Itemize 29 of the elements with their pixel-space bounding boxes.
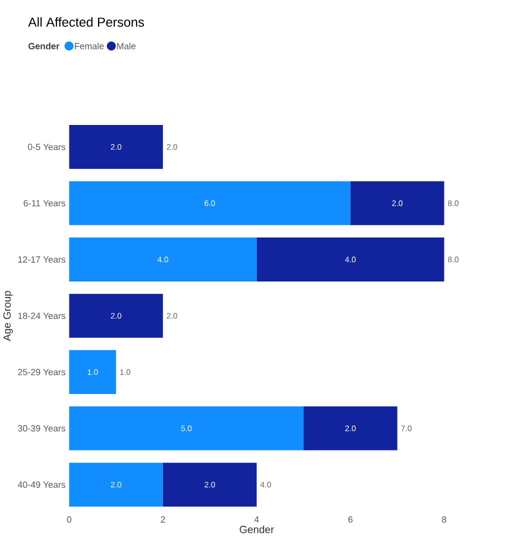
y-tick-label: 6-11 Years [24,200,66,206]
x-tick-label: 0 [67,516,72,523]
bar [350,181,444,226]
legend-title: Gender [28,42,60,50]
x-tick-label: 2 [161,516,166,523]
x-tick-label: 6 [348,516,353,523]
x-tick-label: 4 [254,516,260,522]
y-axis-title: Age Group [4,290,13,342]
y-tick-label: 12-17 Years [18,256,66,263]
y-tick-label: 18-24 Years [18,312,66,319]
y-tick-label: 25-29 Years [18,368,66,376]
x-axis-title: Gender [240,525,274,534]
bar [69,462,164,507]
bar [304,406,398,450]
x-tick-label: 8 [442,516,446,523]
bar [69,181,351,226]
y-tick-label: 40-49 Years [18,481,66,488]
bar [69,350,116,394]
legend-label: Female [75,42,104,50]
legend-label: Male [117,42,136,50]
bar [256,238,444,282]
bar [163,462,257,507]
y-tick-label: 0-5 Years [28,144,66,150]
bar [69,124,164,169]
bar [69,294,164,338]
y-tick-label: 30-39 Years [18,425,66,432]
chart-title: All Affected Persons [28,17,144,27]
bar [69,406,304,450]
bar [69,238,257,282]
